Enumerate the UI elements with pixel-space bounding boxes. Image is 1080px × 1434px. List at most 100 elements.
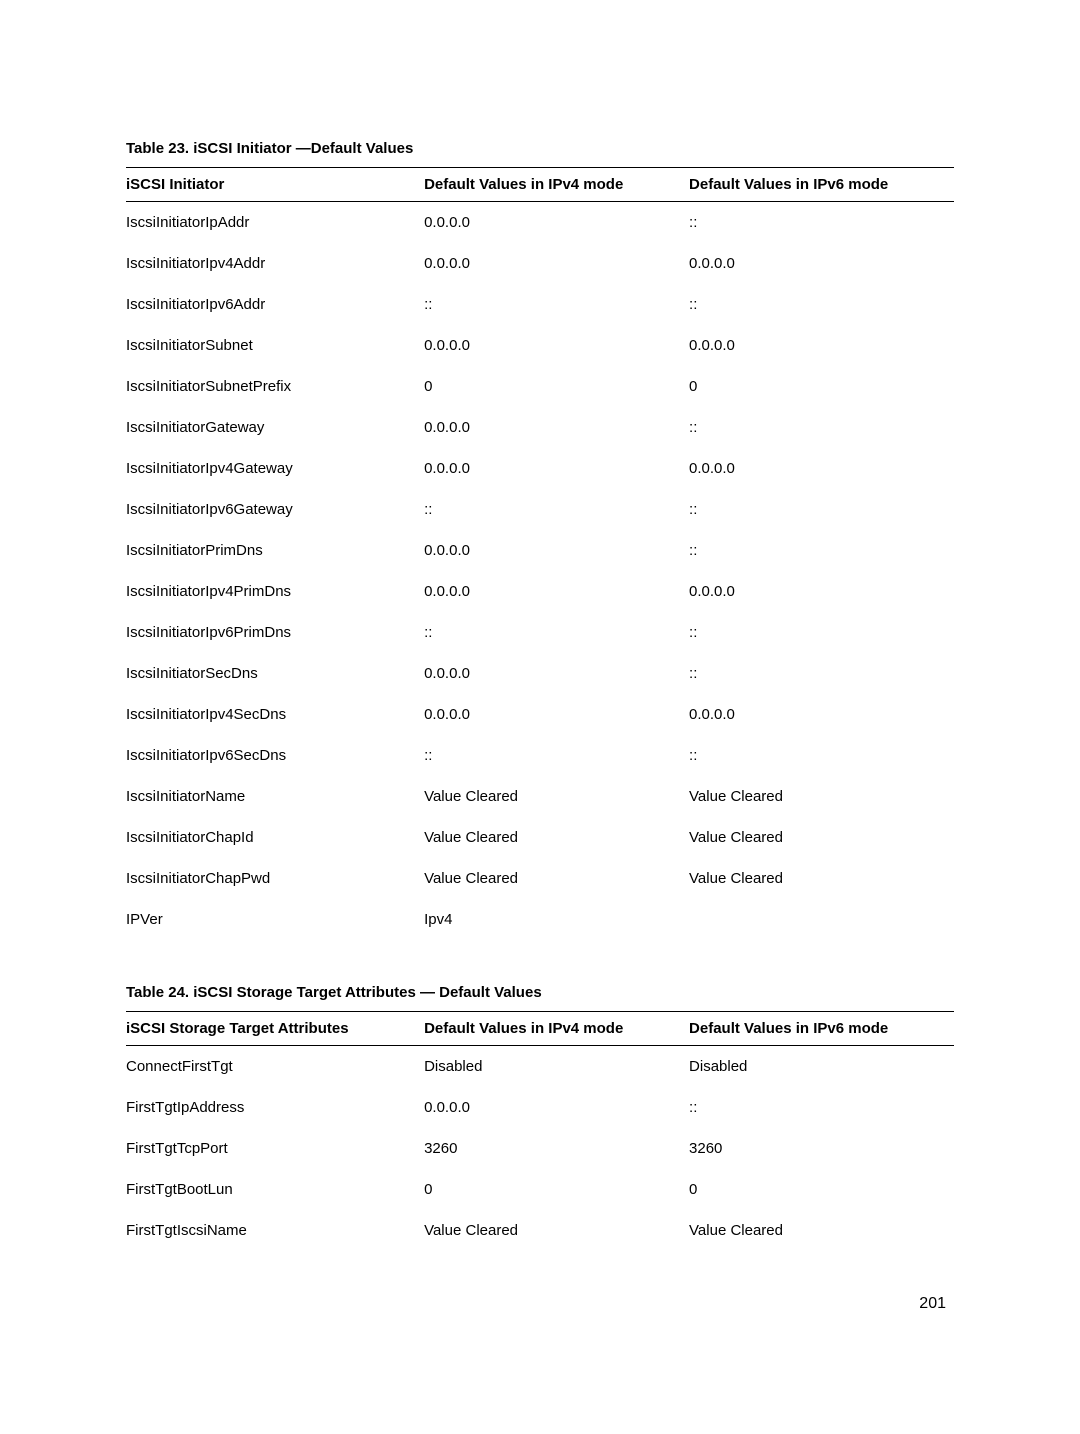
table-row: FirstTgtBootLun00 — [126, 1169, 954, 1210]
cell: IscsiInitiatorIpv4Addr — [126, 243, 424, 284]
cell: 0.0.0.0 — [424, 653, 689, 694]
cell: 0.0.0.0 — [689, 448, 954, 489]
cell: 0.0.0.0 — [424, 202, 689, 244]
cell: IscsiInitiatorSecDns — [126, 653, 424, 694]
cell: Value Cleared — [424, 858, 689, 899]
cell: :: — [689, 612, 954, 653]
cell: 0.0.0.0 — [424, 407, 689, 448]
cell: 0 — [689, 1169, 954, 1210]
cell: 3260 — [424, 1128, 689, 1169]
cell: Value Cleared — [424, 776, 689, 817]
cell: Disabled — [424, 1046, 689, 1088]
cell: :: — [689, 735, 954, 776]
table24-header-2: Default Values in IPv6 mode — [689, 1012, 954, 1046]
table24-title: Table 24. iSCSI Storage Target Attribute… — [126, 984, 954, 1001]
cell: IscsiInitiatorIpv4Gateway — [126, 448, 424, 489]
table-row: IscsiInitiatorSubnet0.0.0.00.0.0.0 — [126, 325, 954, 366]
cell: IscsiInitiatorIpv4SecDns — [126, 694, 424, 735]
cell: Disabled — [689, 1046, 954, 1088]
cell: Value Cleared — [689, 858, 954, 899]
table-row: IscsiInitiatorIpv4Gateway0.0.0.00.0.0.0 — [126, 448, 954, 489]
table24-header-1: Default Values in IPv4 mode — [424, 1012, 689, 1046]
table23: iSCSI Initiator Default Values in IPv4 m… — [126, 167, 954, 940]
table23-header-1: Default Values in IPv4 mode — [424, 168, 689, 202]
cell: 0.0.0.0 — [424, 694, 689, 735]
cell: 0.0.0.0 — [424, 325, 689, 366]
table23-header-0: iSCSI Initiator — [126, 168, 424, 202]
cell: 0.0.0.0 — [424, 571, 689, 612]
cell: IscsiInitiatorIpv6Gateway — [126, 489, 424, 530]
table-row: IscsiInitiatorPrimDns0.0.0.0:: — [126, 530, 954, 571]
cell: IscsiInitiatorSubnetPrefix — [126, 366, 424, 407]
table24: iSCSI Storage Target Attributes Default … — [126, 1011, 954, 1251]
cell: IscsiInitiatorSubnet — [126, 325, 424, 366]
cell: FirstTgtIscsiName — [126, 1210, 424, 1251]
cell: IscsiInitiatorIpv6Addr — [126, 284, 424, 325]
table24-header-0: iSCSI Storage Target Attributes — [126, 1012, 424, 1046]
cell: 0.0.0.0 — [689, 243, 954, 284]
table23-body: IscsiInitiatorIpAddr0.0.0.0:: IscsiIniti… — [126, 202, 954, 941]
cell: IscsiInitiatorPrimDns — [126, 530, 424, 571]
page-number: 201 — [126, 1295, 954, 1313]
table24-header-row: iSCSI Storage Target Attributes Default … — [126, 1012, 954, 1046]
cell: Ipv4 — [424, 899, 689, 940]
table-row: FirstTgtIpAddress0.0.0.0:: — [126, 1087, 954, 1128]
cell: Value Cleared — [689, 1210, 954, 1251]
table-row: FirstTgtIscsiNameValue ClearedValue Clea… — [126, 1210, 954, 1251]
table-row: IscsiInitiatorChapIdValue ClearedValue C… — [126, 817, 954, 858]
cell: 0.0.0.0 — [424, 448, 689, 489]
table-row: IscsiInitiatorSubnetPrefix00 — [126, 366, 954, 407]
table-row: IscsiInitiatorIpv6Gateway:::: — [126, 489, 954, 530]
table-row: IscsiInitiatorIpv6Addr:::: — [126, 284, 954, 325]
cell: :: — [689, 530, 954, 571]
table-row: IscsiInitiatorIpAddr0.0.0.0:: — [126, 202, 954, 244]
cell: IscsiInitiatorIpv4PrimDns — [126, 571, 424, 612]
table-row: FirstTgtTcpPort32603260 — [126, 1128, 954, 1169]
cell: :: — [424, 612, 689, 653]
cell: ConnectFirstTgt — [126, 1046, 424, 1088]
cell: IscsiInitiatorChapId — [126, 817, 424, 858]
cell: 0.0.0.0 — [424, 243, 689, 284]
cell: FirstTgtIpAddress — [126, 1087, 424, 1128]
cell: 0.0.0.0 — [424, 530, 689, 571]
cell: :: — [689, 284, 954, 325]
cell: 0.0.0.0 — [689, 325, 954, 366]
table-row: IscsiInitiatorNameValue ClearedValue Cle… — [126, 776, 954, 817]
cell: IscsiInitiatorIpv6SecDns — [126, 735, 424, 776]
cell: 0 — [689, 366, 954, 407]
cell: FirstTgtBootLun — [126, 1169, 424, 1210]
table24-body: ConnectFirstTgtDisabledDisabled FirstTgt… — [126, 1046, 954, 1252]
cell: Value Cleared — [689, 817, 954, 858]
cell: :: — [424, 489, 689, 530]
table-row: IscsiInitiatorIpv4PrimDns0.0.0.00.0.0.0 — [126, 571, 954, 612]
cell: Value Cleared — [424, 817, 689, 858]
table-row: IPVerIpv4 — [126, 899, 954, 940]
cell: IscsiInitiatorGateway — [126, 407, 424, 448]
table-row: IscsiInitiatorIpv6PrimDns:::: — [126, 612, 954, 653]
cell: IPVer — [126, 899, 424, 940]
cell: 0.0.0.0 — [424, 1087, 689, 1128]
cell: :: — [689, 1087, 954, 1128]
table-row: IscsiInitiatorIpv4Addr0.0.0.00.0.0.0 — [126, 243, 954, 284]
cell: IscsiInitiatorIpAddr — [126, 202, 424, 244]
cell: IscsiInitiatorChapPwd — [126, 858, 424, 899]
cell: IscsiInitiatorIpv6PrimDns — [126, 612, 424, 653]
table-row: IscsiInitiatorSecDns0.0.0.0:: — [126, 653, 954, 694]
cell: :: — [424, 735, 689, 776]
cell: 0 — [424, 366, 689, 407]
cell: 3260 — [689, 1128, 954, 1169]
table-row: IscsiInitiatorGateway0.0.0.0:: — [126, 407, 954, 448]
document-page: Table 23. iSCSI Initiator —Default Value… — [0, 0, 1080, 1353]
cell: :: — [689, 489, 954, 530]
cell: Value Cleared — [424, 1210, 689, 1251]
table-row: IscsiInitiatorIpv4SecDns0.0.0.00.0.0.0 — [126, 694, 954, 735]
table-row: IscsiInitiatorIpv6SecDns:::: — [126, 735, 954, 776]
cell: 0.0.0.0 — [689, 694, 954, 735]
cell: :: — [689, 202, 954, 244]
cell: 0 — [424, 1169, 689, 1210]
cell: :: — [689, 407, 954, 448]
table23-header-row: iSCSI Initiator Default Values in IPv4 m… — [126, 168, 954, 202]
table23-header-2: Default Values in IPv6 mode — [689, 168, 954, 202]
cell: :: — [689, 653, 954, 694]
cell: IscsiInitiatorName — [126, 776, 424, 817]
